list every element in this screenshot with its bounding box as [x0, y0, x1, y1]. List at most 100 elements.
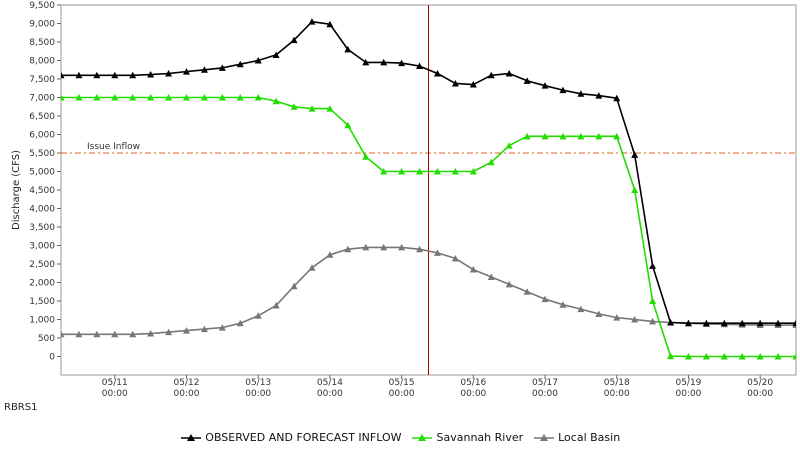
x-tick-date: 05/11	[102, 378, 128, 388]
data-point	[433, 168, 441, 175]
data-point	[308, 18, 316, 25]
data-point	[595, 92, 603, 99]
data-point	[505, 69, 513, 77]
data-point	[236, 319, 244, 327]
data-point	[416, 62, 424, 70]
y-tick-label: 5,000	[29, 168, 55, 178]
data-point	[147, 94, 155, 101]
x-tick-date: 05/19	[675, 378, 701, 388]
data-point	[649, 297, 657, 304]
data-point	[702, 319, 710, 327]
series-0	[61, 18, 796, 327]
legend-item-observed: OBSERVED AND FORECAST INFLOW	[180, 431, 402, 444]
data-point	[362, 153, 370, 160]
y-tick-label: 8,500	[29, 38, 55, 48]
data-point	[451, 168, 459, 175]
data-point	[487, 273, 495, 280]
data-point	[398, 243, 406, 251]
data-point	[505, 280, 513, 288]
data-point	[667, 318, 675, 326]
data-point	[416, 245, 424, 253]
y-tick-label: 1,500	[29, 297, 55, 307]
data-point	[93, 330, 101, 338]
y-tick-label: 9,500	[29, 1, 55, 11]
data-point	[61, 330, 65, 338]
legend-label-savannah-river: Savannah River	[436, 431, 524, 444]
data-point	[344, 45, 352, 53]
data-point	[362, 58, 370, 66]
data-point	[469, 266, 477, 273]
data-point	[416, 168, 424, 175]
x-tick-date: 05/18	[604, 378, 630, 388]
data-point	[165, 328, 173, 336]
x-tick-time: 00:00	[174, 389, 200, 399]
x-tick-date: 05/20	[747, 378, 773, 388]
data-point	[451, 254, 459, 262]
data-point	[380, 243, 388, 251]
y-tick-label: 6,500	[29, 112, 55, 122]
y-tick-label: 9,000	[29, 20, 55, 30]
x-tick-time: 00:00	[460, 389, 486, 399]
data-point	[541, 82, 549, 89]
series-layer	[61, 18, 796, 360]
data-point	[631, 186, 639, 193]
x-tick-time: 00:00	[532, 389, 558, 399]
data-point	[344, 121, 352, 129]
data-point	[631, 316, 639, 323]
issue-inflow-reference: Issue Inflow	[61, 5, 796, 375]
legend-item-savannah-river: Savannah River	[411, 431, 523, 444]
data-point	[523, 77, 531, 84]
data-point	[165, 69, 173, 77]
y-tick-label: 1,000	[29, 316, 55, 326]
data-point	[111, 330, 119, 338]
data-point	[398, 59, 406, 67]
data-point	[738, 319, 746, 327]
data-point	[254, 57, 262, 64]
data-point	[738, 353, 746, 360]
data-point	[541, 132, 549, 140]
legend-item-local-basin: Local Basin	[533, 431, 620, 444]
legend-marker-local-basin	[533, 434, 554, 441]
x-tick-time: 00:00	[317, 389, 343, 399]
data-point	[631, 151, 639, 158]
data-point	[541, 295, 549, 303]
data-point	[720, 319, 728, 327]
data-point	[236, 94, 244, 101]
data-point	[254, 312, 262, 319]
data-point	[684, 319, 692, 327]
data-point	[756, 353, 764, 360]
y-tick-label: 0	[49, 353, 55, 363]
y-tick-label: 2,500	[29, 260, 55, 270]
data-point	[792, 353, 796, 360]
data-point	[218, 324, 226, 331]
legend-label-observed: OBSERVED AND FORECAST INFLOW	[205, 431, 402, 444]
data-point	[595, 310, 603, 317]
x-tick-time: 00:00	[389, 389, 415, 399]
series-1	[61, 94, 796, 360]
data-point	[182, 68, 190, 75]
data-point	[451, 79, 459, 87]
y-tick-label: 5,500	[29, 149, 55, 159]
data-point	[523, 132, 531, 140]
data-point	[433, 69, 441, 77]
data-point	[93, 94, 101, 101]
data-point	[308, 264, 316, 271]
data-point	[649, 262, 657, 269]
data-point	[362, 243, 370, 251]
y-tick-label: 3,000	[29, 242, 55, 252]
data-point	[523, 288, 531, 295]
data-point	[111, 94, 119, 101]
x-tick-date: 05/15	[389, 378, 415, 388]
data-point	[272, 97, 280, 105]
data-point	[129, 71, 137, 79]
data-point	[702, 353, 710, 360]
x-tick-date: 05/16	[460, 378, 486, 388]
x-axis: 05/1100:0005/1200:0005/1300:0005/1400:00…	[102, 375, 773, 399]
x-tick-time: 00:00	[747, 389, 773, 399]
legend-marker-observed	[180, 434, 201, 441]
y-axis-label: Discharge (CFS)	[11, 150, 22, 230]
data-point	[165, 94, 173, 101]
x-tick-date: 05/14	[317, 378, 343, 388]
data-point	[684, 353, 692, 360]
